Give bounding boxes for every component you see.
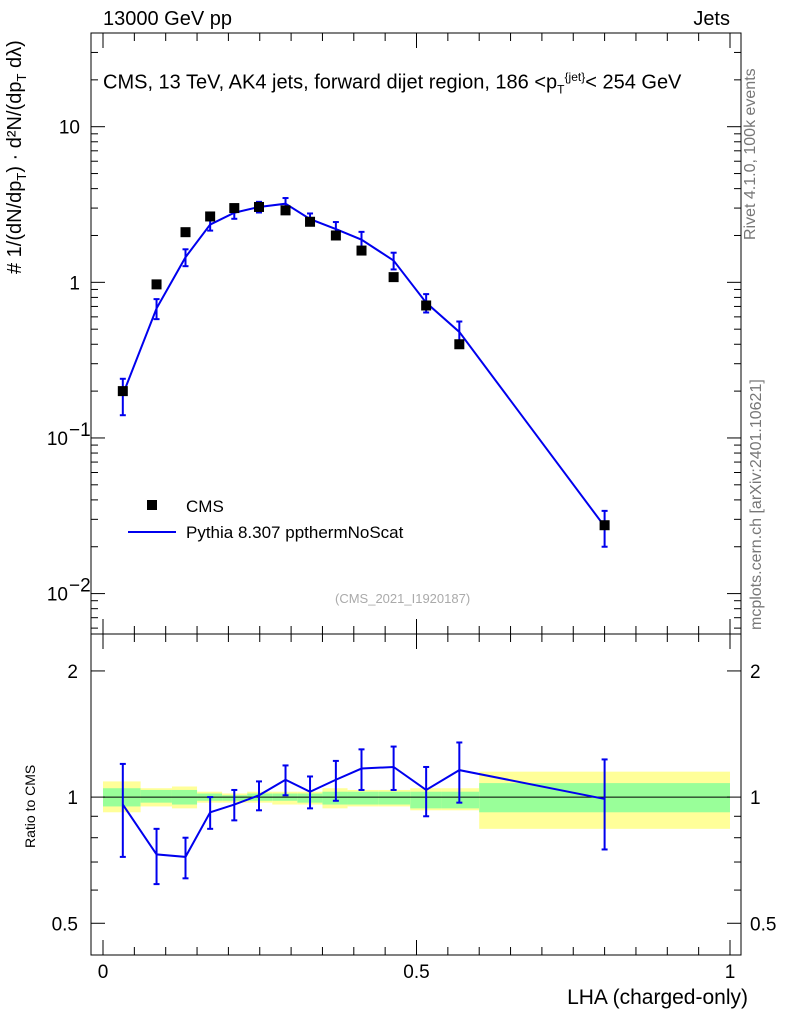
mc-line: [121, 202, 606, 528]
category-label: Jets: [693, 8, 730, 30]
cms-data-point: [253, 201, 264, 212]
main-y-tick-label: 10: [59, 118, 80, 139]
plot-title: CMS, 13 TeV, AK4 jets, forward dijet reg…: [103, 70, 682, 97]
main-y-tick-label: 1: [69, 273, 80, 294]
ratio-y-tick-label-left: 2: [67, 662, 78, 683]
x-axis-label: LHA (charged-only): [567, 986, 748, 1009]
ratio-band-green: [441, 791, 480, 809]
cms-data-point: [117, 386, 128, 397]
cms-data-point: [388, 272, 399, 283]
cms-data-point: [356, 245, 367, 256]
cms-data-point: [180, 227, 191, 238]
ratio-y-tick-label-right: 0.5: [750, 914, 776, 935]
ratio-line: [121, 765, 605, 858]
cms-data-point: [229, 203, 240, 214]
ratio-band-green: [378, 791, 411, 805]
main-y-tick-label: 10: [47, 429, 68, 450]
x-tick-label: 1: [725, 962, 736, 983]
x-tick-label: 0: [98, 962, 109, 983]
cms-data-point: [151, 279, 162, 290]
cms-data-point: [599, 520, 610, 531]
ratio-y-tick-label-left: 1: [67, 788, 78, 809]
x-tick-label: 0.5: [403, 962, 429, 983]
main-y-tick-exponent: −2: [69, 576, 91, 597]
ratio-y-tick-label-right: 2: [750, 662, 761, 683]
ratio-band-green: [140, 789, 172, 803]
analysis-id-label: (CMS_2021_I1920187): [335, 591, 471, 606]
cms-data-point: [205, 211, 216, 222]
main-y-tick-exponent: −1: [69, 420, 91, 441]
cms-data-point: [330, 230, 341, 241]
legend-label-mc: Pythia 8.307 ppthermNoScat: [186, 523, 404, 542]
main-plot-frame: [90, 32, 742, 635]
energy-label: 13000 GeV pp: [103, 8, 232, 30]
cms-data-point: [454, 339, 465, 350]
cms-data-point: [280, 205, 291, 216]
ratio-band-green: [347, 791, 379, 805]
legend-label-cms: CMS: [186, 497, 224, 516]
legend-marker-cms: [147, 500, 157, 510]
cms-data-point: [305, 216, 316, 227]
ratio-y-tick-label-left: 0.5: [52, 914, 78, 935]
ratio-y-tick-label-right: 1: [750, 788, 761, 809]
cms-data-point: [421, 300, 432, 311]
main-y-tick-label: 10: [47, 585, 68, 606]
